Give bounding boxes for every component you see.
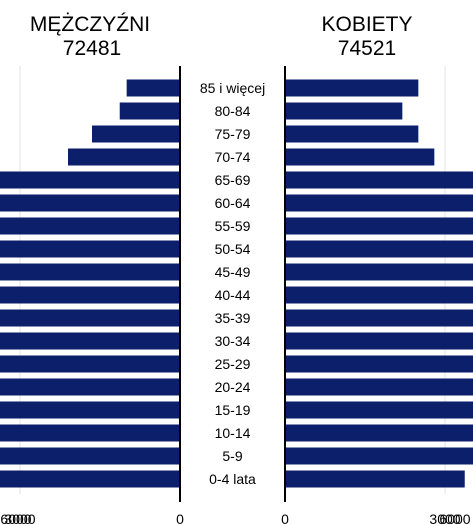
female-bar xyxy=(285,355,473,373)
male-bar xyxy=(0,355,181,373)
female-bar xyxy=(285,424,473,442)
age-group-label: 45-49 xyxy=(215,264,251,280)
male-bar xyxy=(68,148,180,166)
x-tick-label-right: 6000 xyxy=(439,511,470,525)
right-title: KOBIETY xyxy=(321,13,412,36)
x-tick-label-left: 6000 xyxy=(0,511,31,525)
x-tick-label-right: 0 xyxy=(281,511,289,525)
female-bar xyxy=(285,125,419,143)
male-bar xyxy=(0,401,180,419)
female-bar xyxy=(285,286,473,304)
x-tick-label-left: 3000 xyxy=(4,511,35,525)
age-group-label: 10-14 xyxy=(215,425,251,441)
female-bar xyxy=(285,217,473,235)
age-group-label: 50-54 xyxy=(215,241,251,257)
age-group-label: 5-9 xyxy=(222,448,242,464)
age-group-label: 70-74 xyxy=(215,149,251,165)
age-group-labels: 85 i więcej 80-84 75-79 70-74 65-69 60-64 55-5… xyxy=(200,80,265,487)
x-tick-label-right: 3000 xyxy=(429,511,460,525)
axes xyxy=(179,66,286,502)
age-group-label: 60-64 xyxy=(215,195,251,211)
female-bar xyxy=(285,401,473,419)
female-bar xyxy=(285,447,473,465)
age-group-label: 0-4 lata xyxy=(209,471,256,487)
right-total: 74521 xyxy=(338,37,396,60)
female-bar xyxy=(285,470,465,488)
age-group-label: 35-39 xyxy=(215,310,251,326)
male-bar xyxy=(0,286,180,304)
male-bar xyxy=(126,79,180,97)
male-bar xyxy=(0,470,180,488)
male-bar xyxy=(0,240,180,258)
male-bar xyxy=(0,332,180,350)
male-bar xyxy=(0,309,180,327)
male-bar xyxy=(92,125,180,143)
female-bar xyxy=(285,263,473,281)
female-bar xyxy=(285,309,473,327)
age-group-label: 30-34 xyxy=(215,333,251,349)
male-bar xyxy=(0,447,181,465)
female-bar xyxy=(285,240,473,258)
female-bar xyxy=(285,171,473,189)
bars xyxy=(0,79,473,488)
female-bar xyxy=(285,79,419,97)
age-group-label: 40-44 xyxy=(215,287,251,303)
left-total: 72481 xyxy=(63,37,121,60)
age-group-label: 15-19 xyxy=(215,402,251,418)
age-group-label: 85 i więcej xyxy=(200,80,265,96)
male-bar xyxy=(0,194,181,212)
x-tick-label-left: 0 xyxy=(176,511,184,525)
female-bar xyxy=(285,148,435,166)
male-bar xyxy=(0,217,180,235)
female-bar xyxy=(285,102,403,120)
female-bar xyxy=(285,332,473,350)
male-bar xyxy=(0,378,181,396)
female-bar xyxy=(285,194,473,212)
left-title: MĘŻCZYŹNI xyxy=(30,13,150,36)
age-group-label: 25-29 xyxy=(215,356,251,372)
age-group-label: 55-59 xyxy=(215,218,251,234)
age-group-label: 75-79 xyxy=(215,126,251,142)
male-bar xyxy=(0,263,180,281)
male-bar xyxy=(0,171,180,189)
age-group-label: 20-24 xyxy=(215,379,251,395)
male-bar xyxy=(119,102,180,120)
male-bar xyxy=(0,424,180,442)
age-group-label: 80-84 xyxy=(215,103,251,119)
age-group-label: 65-69 xyxy=(215,172,251,188)
female-bar xyxy=(285,378,473,396)
